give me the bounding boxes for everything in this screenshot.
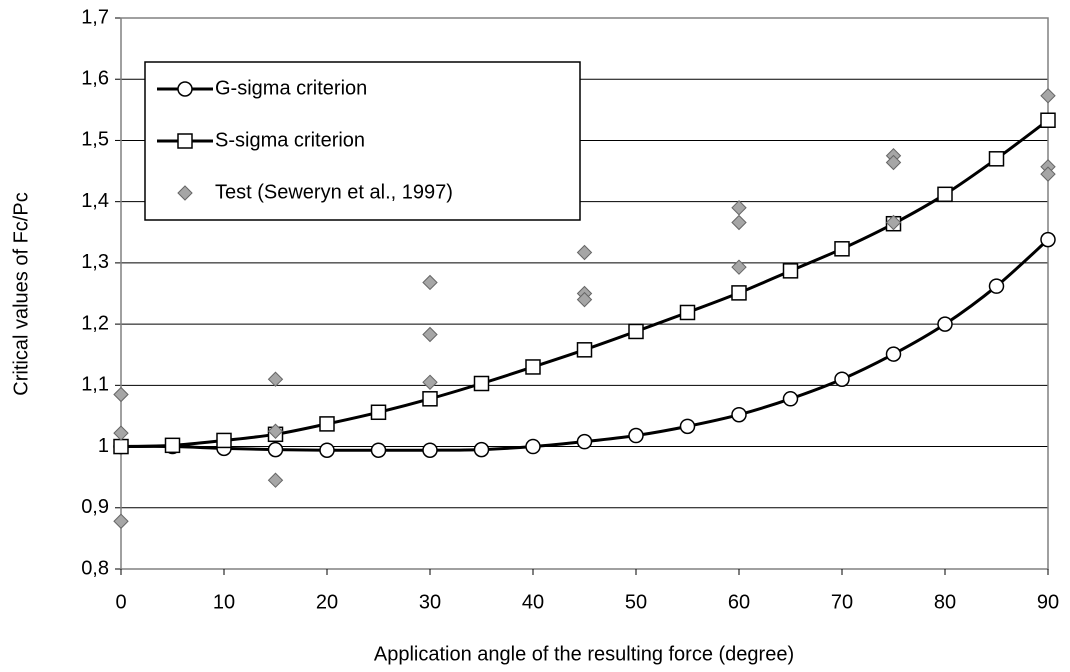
- point: [319, 442, 335, 458]
- x-tick-label: 90: [1037, 591, 1059, 613]
- point: [267, 423, 284, 439]
- y-tick-label: 1,4: [81, 190, 109, 212]
- point: [370, 404, 387, 421]
- point: [988, 151, 1005, 167]
- y-tick-label: 1,6: [81, 68, 109, 90]
- legend-box: [144, 61, 581, 221]
- point: [1040, 166, 1056, 182]
- plot-area: [120, 17, 1049, 570]
- point: [885, 214, 902, 231]
- x-tick-label: 10: [213, 591, 235, 613]
- point: [782, 263, 799, 279]
- y-tick-label: 1,7: [81, 6, 109, 28]
- point: [679, 418, 696, 435]
- point: [1040, 231, 1056, 248]
- point: [937, 186, 953, 203]
- point: [267, 371, 284, 387]
- point: [731, 406, 747, 423]
- point: [113, 425, 129, 441]
- point: [525, 359, 541, 375]
- y-tick-label: 0,9: [81, 496, 109, 518]
- y-axis-label: Critical values of Fc/Pc: [10, 192, 32, 395]
- x-tick-label: 60: [728, 591, 750, 613]
- point: [731, 259, 747, 275]
- x-axis-label: Application angle of the resulting force…: [374, 643, 794, 665]
- point: [834, 241, 850, 257]
- point: [216, 432, 232, 449]
- point: [422, 274, 438, 291]
- point: [267, 472, 284, 488]
- point: [473, 441, 490, 458]
- point: [113, 513, 129, 529]
- point: [834, 371, 850, 387]
- point: [576, 291, 593, 308]
- point: [473, 375, 490, 392]
- x-tick-label: 30: [419, 591, 441, 613]
- point: [731, 214, 747, 231]
- x-tick-label: 70: [831, 591, 853, 613]
- legend-marker: [177, 81, 193, 97]
- point: [422, 442, 438, 458]
- point: [422, 391, 438, 407]
- point: [731, 285, 747, 301]
- point: [267, 441, 284, 458]
- legend-label: S-sigma criterion: [215, 129, 365, 151]
- x-tick-label: 50: [625, 591, 647, 613]
- point: [731, 200, 747, 216]
- y-tick-label: 1,3: [81, 251, 109, 273]
- y-tick-label: 0,8: [81, 557, 109, 579]
- legend-marker: [177, 185, 193, 201]
- point: [319, 416, 335, 432]
- y-tick-label: 1,2: [81, 312, 109, 334]
- y-tick-label: 1,1: [81, 374, 109, 396]
- point: [525, 438, 541, 455]
- point: [422, 374, 438, 390]
- point: [113, 386, 129, 403]
- point: [1040, 88, 1056, 104]
- x-tick-label: 80: [934, 591, 956, 613]
- point: [576, 433, 593, 450]
- point: [576, 342, 593, 358]
- legend-label: Test (Seweryn et al., 1997): [215, 181, 453, 203]
- y-tick-label: 1: [98, 435, 109, 457]
- legend-marker: [177, 133, 193, 149]
- y-tick-label: 1,5: [81, 129, 109, 151]
- point: [885, 346, 902, 362]
- point: [937, 316, 953, 332]
- point: [164, 437, 181, 454]
- point: [885, 154, 902, 171]
- point: [1040, 112, 1056, 128]
- x-tick-label: 0: [115, 591, 126, 613]
- point: [988, 278, 1005, 294]
- point: [370, 442, 387, 458]
- point: [422, 326, 438, 343]
- x-tick-label: 40: [522, 591, 544, 613]
- point: [113, 438, 129, 455]
- point: [679, 304, 696, 321]
- point: [628, 427, 644, 444]
- point: [576, 244, 593, 261]
- legend-label: G-sigma criterion: [215, 77, 367, 99]
- point: [782, 391, 799, 407]
- x-tick-label: 20: [316, 591, 338, 613]
- point: [628, 323, 644, 340]
